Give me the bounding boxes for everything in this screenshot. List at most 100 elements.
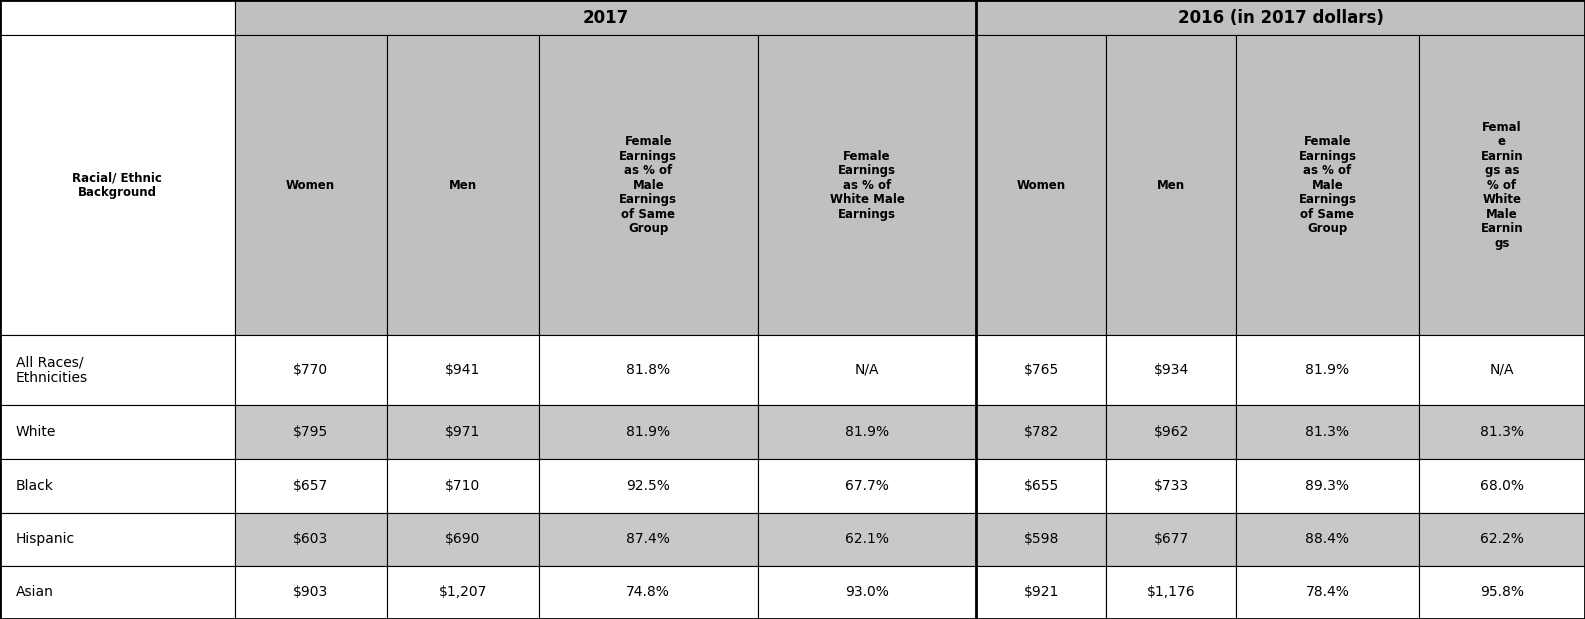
Bar (976, 35, 1106, 335)
Bar (758, 335, 976, 405)
Text: 81.9%: 81.9% (1306, 363, 1349, 377)
Bar (1419, 35, 1585, 335)
Bar (758, 459, 976, 513)
Bar (0, 335, 235, 405)
Text: Racial/ Ethnic
Background: Racial/ Ethnic Background (73, 171, 162, 199)
Bar (387, 35, 539, 335)
Text: N/A: N/A (854, 363, 880, 377)
Text: 95.8%: 95.8% (1480, 586, 1523, 599)
Text: $603: $603 (293, 532, 328, 546)
Text: 74.8%: 74.8% (626, 586, 670, 599)
Text: $710: $710 (445, 478, 480, 493)
Bar (235, 566, 387, 619)
Text: Hispanic: Hispanic (16, 532, 74, 546)
Bar (976, 0, 1585, 35)
Bar (1419, 335, 1585, 405)
Text: $655: $655 (1024, 478, 1059, 493)
Text: 67.7%: 67.7% (845, 478, 889, 493)
Bar (235, 0, 976, 35)
Bar (1106, 566, 1236, 619)
Text: 88.4%: 88.4% (1306, 532, 1349, 546)
Bar (1419, 513, 1585, 566)
Bar (0, 459, 235, 513)
Text: 89.3%: 89.3% (1306, 478, 1349, 493)
Bar (1236, 335, 1419, 405)
Text: $971: $971 (445, 425, 480, 439)
Text: Men: Men (1157, 178, 1186, 192)
Text: Female
Earnings
as % of
Male
Earnings
of Same
Group: Female Earnings as % of Male Earnings of… (1298, 135, 1357, 235)
Bar (1236, 35, 1419, 335)
Text: 81.8%: 81.8% (626, 363, 670, 377)
Bar (387, 335, 539, 405)
Bar (976, 405, 1106, 459)
Bar (1236, 405, 1419, 459)
Bar (235, 405, 387, 459)
Bar (1106, 513, 1236, 566)
Text: $962: $962 (1154, 425, 1189, 439)
Text: $677: $677 (1154, 532, 1189, 546)
Text: White: White (16, 425, 55, 439)
Bar (758, 566, 976, 619)
Bar (387, 566, 539, 619)
Text: 93.0%: 93.0% (845, 586, 889, 599)
Bar (1419, 566, 1585, 619)
Bar (387, 459, 539, 513)
Text: $598: $598 (1024, 532, 1059, 546)
Text: 2016 (in 2017 dollars): 2016 (in 2017 dollars) (1178, 9, 1384, 27)
Text: Men: Men (449, 178, 477, 192)
Text: 81.3%: 81.3% (1306, 425, 1349, 439)
Bar (1419, 405, 1585, 459)
Bar (1106, 335, 1236, 405)
Text: $690: $690 (445, 532, 480, 546)
Bar (0, 566, 235, 619)
Bar (0, 0, 235, 35)
Bar (1419, 459, 1585, 513)
Bar (1236, 459, 1419, 513)
Bar (539, 35, 758, 335)
Bar (539, 566, 758, 619)
Text: All Races/
Ethnicities: All Races/ Ethnicities (16, 355, 89, 384)
Bar (0, 35, 235, 335)
Text: $782: $782 (1024, 425, 1059, 439)
Text: $733: $733 (1154, 478, 1189, 493)
Bar (235, 35, 387, 335)
Bar (387, 405, 539, 459)
Bar (1106, 459, 1236, 513)
Text: $1,207: $1,207 (439, 586, 487, 599)
Text: 87.4%: 87.4% (626, 532, 670, 546)
Bar (235, 459, 387, 513)
Bar (758, 405, 976, 459)
Bar (758, 513, 976, 566)
Bar (0, 405, 235, 459)
Bar (235, 513, 387, 566)
Text: $941: $941 (445, 363, 480, 377)
Text: Women: Women (1018, 178, 1065, 192)
Text: 81.9%: 81.9% (626, 425, 670, 439)
Bar (976, 335, 1106, 405)
Bar (0, 513, 235, 566)
Bar (539, 335, 758, 405)
Text: 81.3%: 81.3% (1480, 425, 1523, 439)
Text: 78.4%: 78.4% (1306, 586, 1349, 599)
Text: $903: $903 (293, 586, 328, 599)
Bar (758, 35, 976, 335)
Bar (1236, 566, 1419, 619)
Bar (1106, 405, 1236, 459)
Text: $795: $795 (293, 425, 328, 439)
Text: 62.1%: 62.1% (845, 532, 889, 546)
Bar (539, 405, 758, 459)
Text: Female
Earnings
as % of
White Male
Earnings: Female Earnings as % of White Male Earni… (829, 150, 905, 220)
Text: $657: $657 (293, 478, 328, 493)
Text: Women: Women (287, 178, 334, 192)
Bar (1236, 513, 1419, 566)
Text: $921: $921 (1024, 586, 1059, 599)
Text: N/A: N/A (1490, 363, 1514, 377)
Bar (539, 459, 758, 513)
Bar (387, 513, 539, 566)
Text: $765: $765 (1024, 363, 1059, 377)
Bar (539, 513, 758, 566)
Bar (1106, 35, 1236, 335)
Text: $1,176: $1,176 (1148, 586, 1195, 599)
Text: 81.9%: 81.9% (845, 425, 889, 439)
Bar (976, 566, 1106, 619)
